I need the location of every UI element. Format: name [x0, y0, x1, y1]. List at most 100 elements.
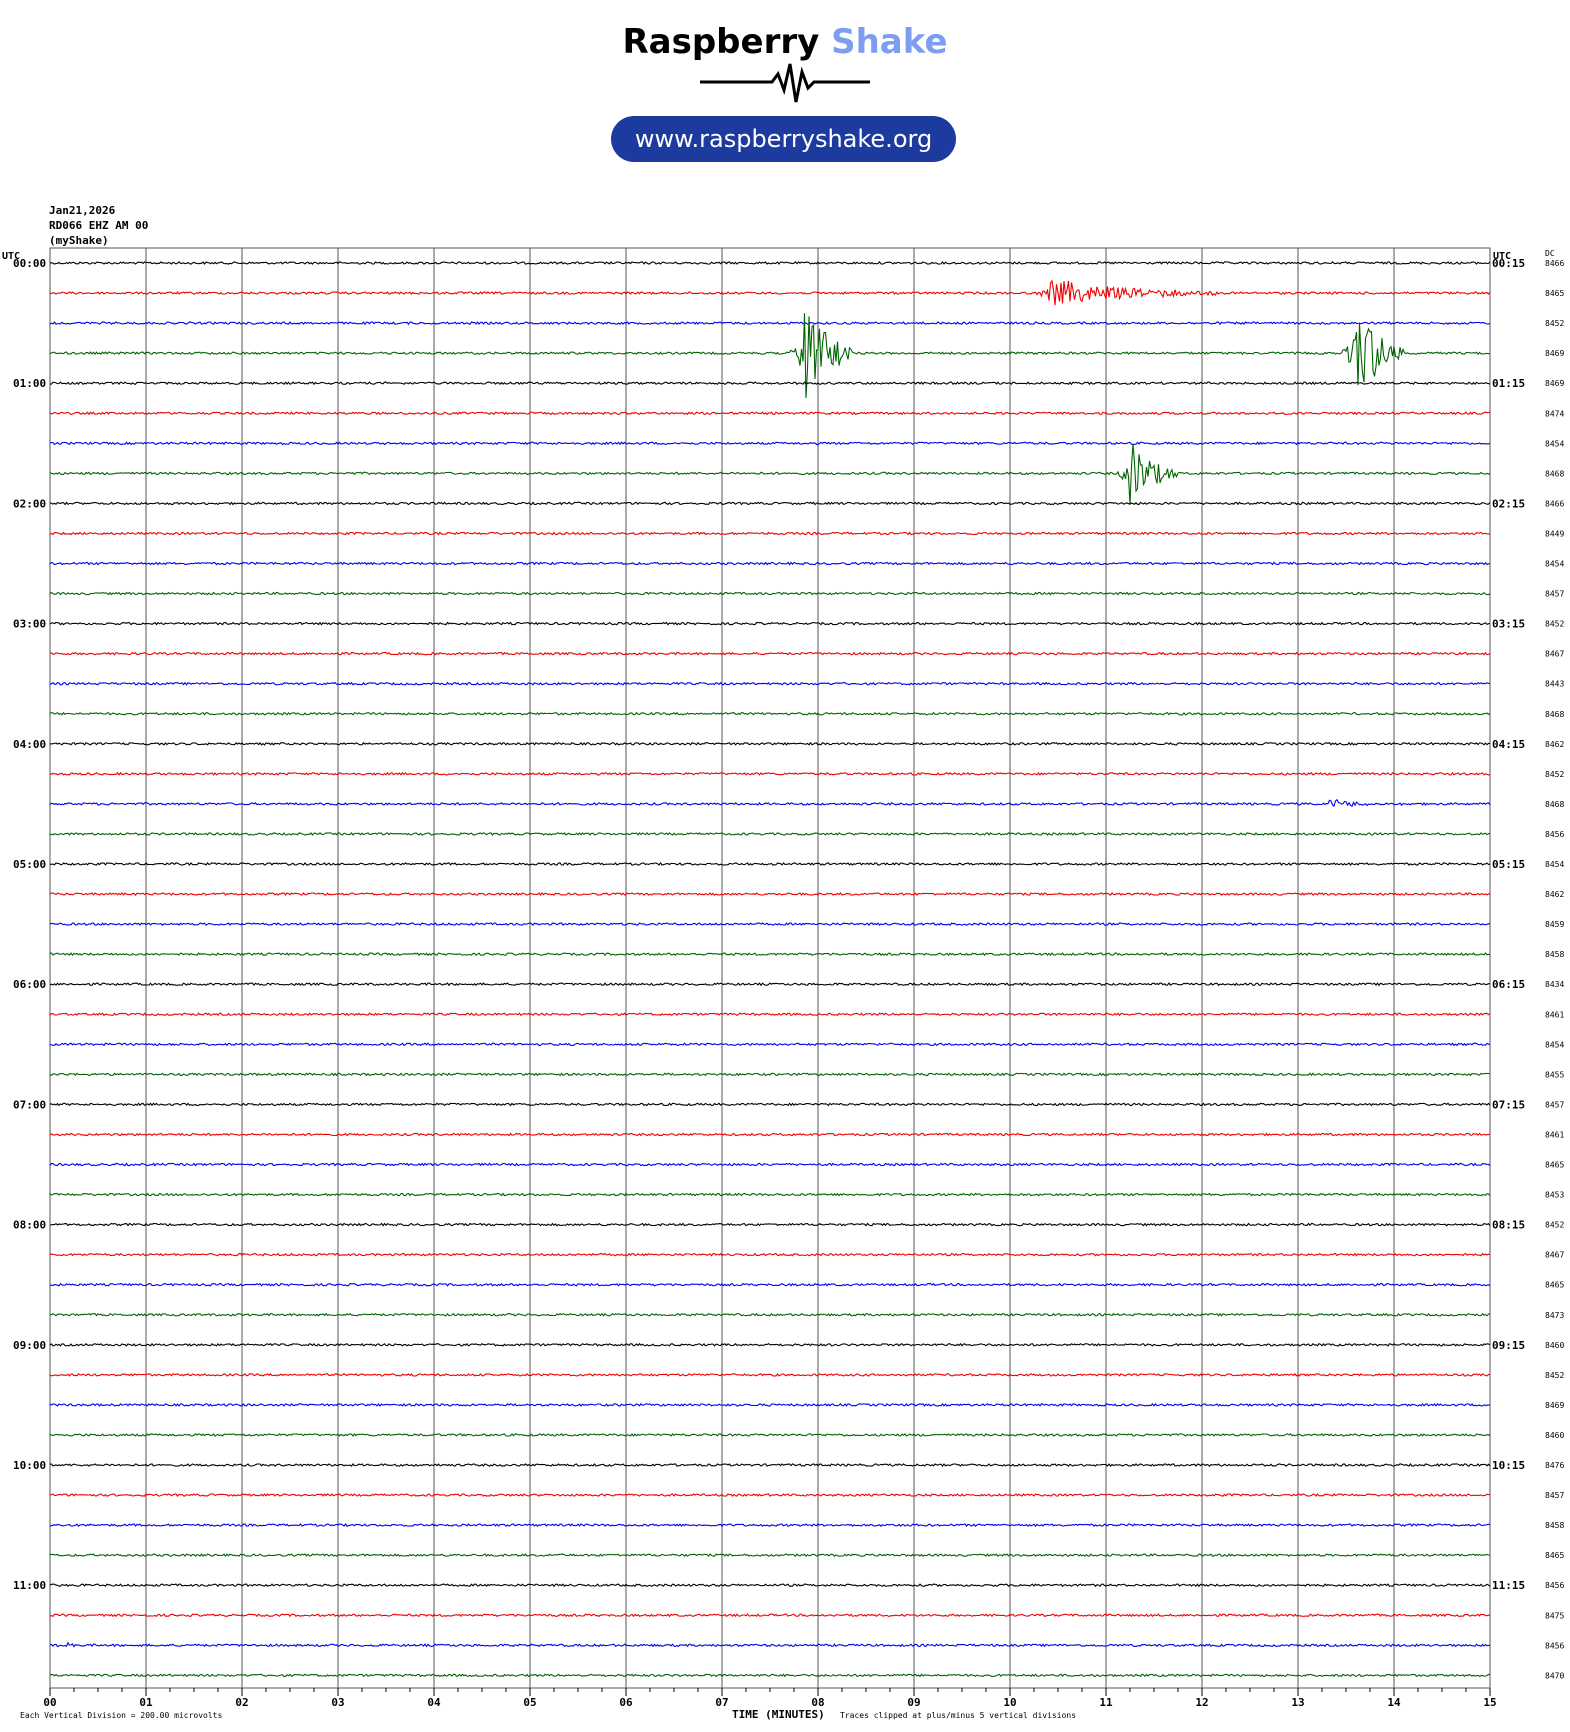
right-utc-label: UTC [1493, 251, 1511, 262]
dc-value: 8473 [1545, 1311, 1564, 1320]
left-time-label: 05:00 [13, 858, 46, 871]
left-time-label: 10:00 [13, 1459, 46, 1472]
dc-value: 8465 [1545, 289, 1564, 298]
trace-line-3 [49, 313, 1491, 399]
trace-line-13 [49, 651, 1491, 656]
dc-value: 8456 [1545, 1581, 1564, 1590]
dc-value: 8470 [1545, 1671, 1564, 1680]
dc-value: 8468 [1545, 469, 1564, 478]
dc-value: 8460 [1545, 1341, 1564, 1350]
trace-line-40 [49, 1462, 1491, 1467]
scale-note: Each Vertical Division = 200.00 microvol… [20, 1711, 222, 1720]
clip-note: Traces clipped at plus/minus 5 vertical … [840, 1711, 1076, 1720]
dc-value: 8465 [1545, 1281, 1564, 1290]
x-axis-title: TIME (MINUTES) [732, 1708, 825, 1721]
right-time-label: 03:15 [1492, 618, 1525, 631]
trace-line-16 [49, 741, 1491, 746]
trace-line-28 [49, 1102, 1491, 1107]
trace-line-7 [49, 443, 1491, 505]
right-time-label: 08:15 [1492, 1219, 1525, 1232]
trace-line-44 [49, 1583, 1491, 1588]
trace-line-10 [49, 561, 1491, 566]
dc-value: 8454 [1545, 560, 1564, 569]
trace-line-31 [49, 1192, 1491, 1197]
website-link[interactable]: www.raspberryshake.org [611, 116, 956, 162]
dc-value: 8452 [1545, 620, 1564, 629]
trace-line-5 [49, 411, 1491, 416]
trace-line-47 [49, 1673, 1491, 1678]
logo-word-raspberry: Raspberry [622, 22, 820, 62]
dc-value: 8458 [1545, 1521, 1564, 1530]
dc-value: 8465 [1545, 1551, 1564, 1560]
trace-line-22 [49, 922, 1491, 927]
dc-value: 8468 [1545, 710, 1564, 719]
dc-value: 8457 [1545, 1491, 1564, 1500]
trace-line-0 [49, 260, 1491, 265]
left-time-label: 09:00 [13, 1339, 46, 1352]
dc-value: 8467 [1545, 650, 1564, 659]
dc-value: 8476 [1545, 1461, 1564, 1470]
dc-value: 8469 [1545, 379, 1564, 388]
left-time-label: 02:00 [13, 497, 46, 510]
trace-line-11 [49, 591, 1491, 596]
dc-value: 8455 [1545, 1070, 1564, 1079]
trace-line-37 [49, 1372, 1491, 1377]
dc-value: 8452 [1545, 770, 1564, 779]
trace-line-34 [49, 1282, 1491, 1287]
trace-line-41 [49, 1493, 1491, 1497]
trace-line-43 [49, 1553, 1491, 1558]
trace-line-42 [49, 1523, 1491, 1528]
trace-line-1 [50, 279, 1491, 306]
dc-value: 8459 [1545, 920, 1564, 929]
dc-value: 8466 [1545, 499, 1564, 508]
trace-line-35 [50, 1312, 1491, 1317]
right-time-label: 01:15 [1492, 377, 1525, 390]
x-tick-label: 06 [619, 1696, 633, 1709]
dc-value: 8452 [1545, 1371, 1564, 1380]
x-tick-label: 13 [1291, 1696, 1304, 1709]
dc-value: 8461 [1545, 1130, 1564, 1139]
dc-value: 8475 [1545, 1611, 1564, 1620]
x-tick-label: 14 [1387, 1696, 1401, 1709]
trace-line-33 [49, 1252, 1491, 1257]
trace-line-30 [49, 1162, 1491, 1167]
dc-value: 8462 [1545, 740, 1564, 749]
dc-value: 8454 [1545, 860, 1564, 869]
x-tick-label: 10 [1003, 1696, 1016, 1709]
owner-label: (myShake) [49, 234, 109, 247]
dc-value: 8474 [1545, 409, 1564, 418]
trace-line-26 [49, 1042, 1491, 1047]
left-time-label: 08:00 [13, 1219, 46, 1232]
dc-value: 8469 [1545, 1401, 1564, 1410]
logo-word-shake: Shake [831, 22, 948, 62]
left-time-label: 04:00 [13, 738, 46, 751]
trace-line-2 [49, 321, 1491, 326]
trace-line-21 [49, 892, 1491, 897]
dc-label: DC [1545, 249, 1555, 258]
left-time-label: 07:00 [13, 1098, 46, 1111]
trace-line-39 [49, 1432, 1491, 1437]
trace-line-9 [49, 531, 1491, 536]
dc-value: 8452 [1545, 319, 1564, 328]
x-tick-label: 07 [715, 1696, 728, 1709]
dc-value: 8434 [1545, 980, 1564, 989]
right-time-label: 06:15 [1492, 978, 1525, 991]
dc-value: 8461 [1545, 1010, 1564, 1019]
trace-line-46 [49, 1641, 1491, 1648]
x-tick-label: 01 [139, 1696, 153, 1709]
trace-line-17 [49, 771, 1491, 776]
plot-frame [49, 247, 1491, 1689]
date-label: Jan21,2026 [49, 204, 116, 217]
trace-line-4 [49, 381, 1491, 386]
left-time-label: 11:00 [13, 1579, 46, 1592]
right-time-label: 04:15 [1492, 738, 1525, 751]
dc-value: 8458 [1545, 950, 1564, 959]
trace-line-8 [49, 501, 1491, 506]
trace-line-24 [49, 982, 1491, 987]
dc-value: 8456 [1545, 830, 1564, 839]
right-time-label: 05:15 [1492, 858, 1525, 871]
trace-line-12 [49, 621, 1491, 626]
x-tick-label: 12 [1195, 1696, 1208, 1709]
left-time-label: 00:00 [13, 257, 46, 270]
trace-line-23 [49, 952, 1491, 957]
